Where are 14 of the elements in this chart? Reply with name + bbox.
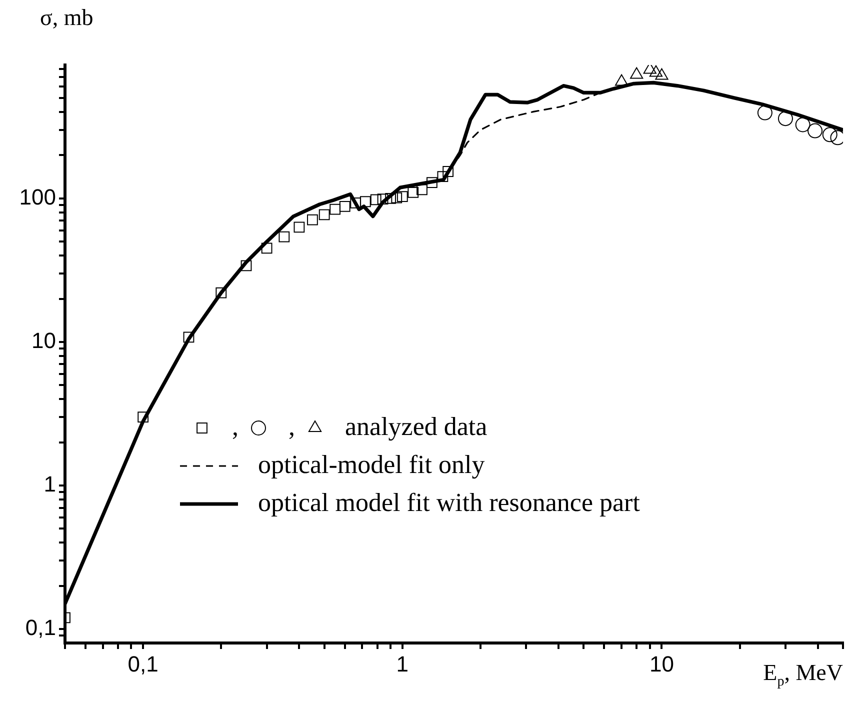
x-tick-label: 0,1: [128, 651, 158, 676]
legend-label: optical model fit with resonance part: [258, 488, 641, 517]
x-tick-label: 10: [649, 651, 674, 676]
legend-label: ,: [232, 412, 238, 441]
legend-label: analyzed data: [345, 412, 488, 441]
x-axis-title: E$_{p}$, MeV: [763, 660, 843, 691]
y-tick-label: 0,1: [25, 615, 56, 640]
y-axis-title: σ, mb: [40, 5, 94, 31]
y-tick-label: 1: [44, 472, 56, 497]
legend-label: optical-model fit only: [258, 450, 485, 479]
x-tick-label: 1: [396, 651, 409, 676]
legend-label: ,: [288, 412, 295, 441]
y-tick-label: 10: [32, 328, 56, 354]
y-tick-label: 100: [19, 184, 56, 210]
